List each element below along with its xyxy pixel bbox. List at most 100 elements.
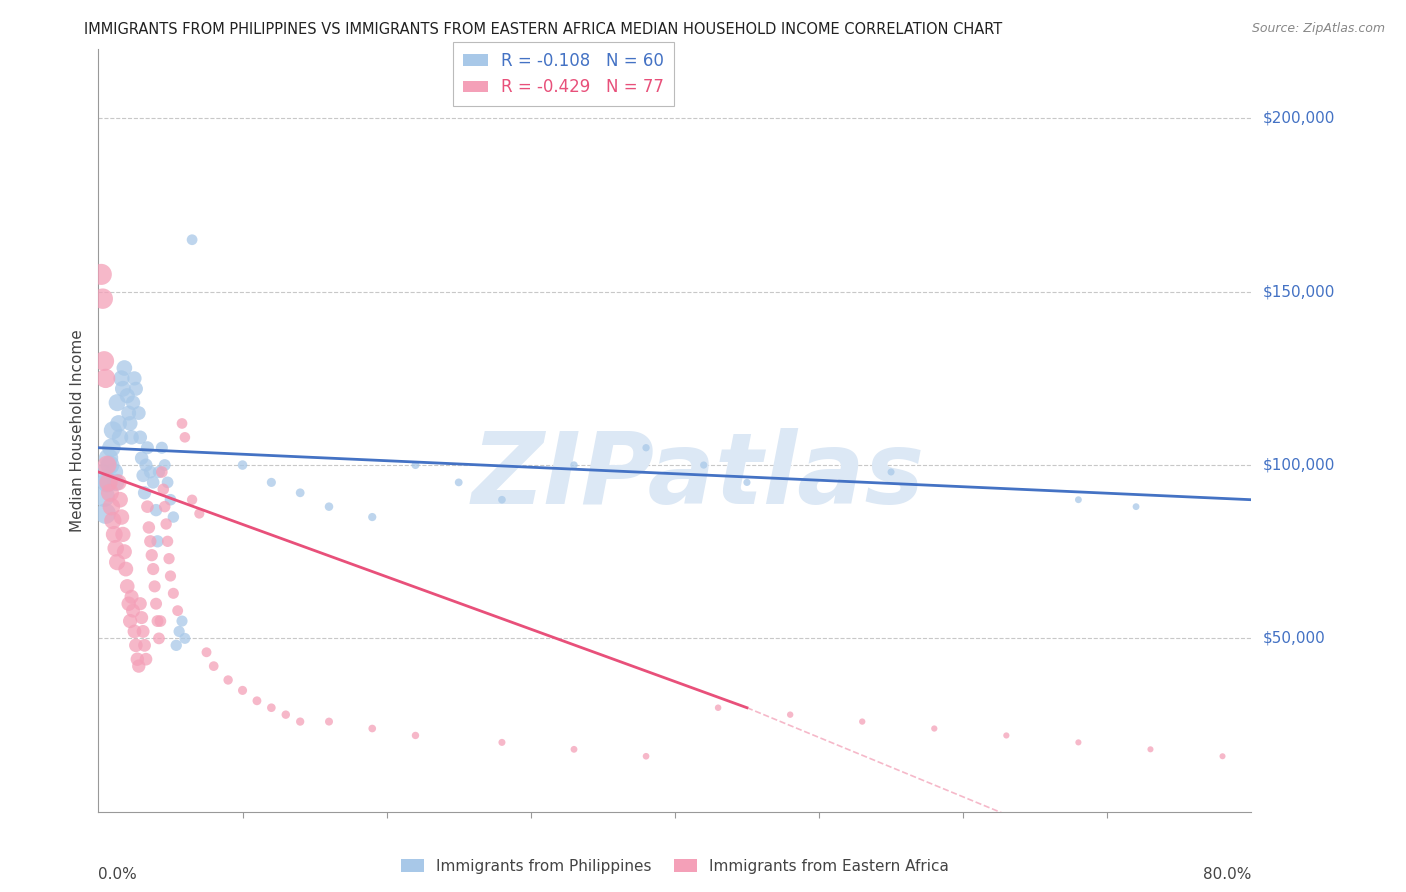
Point — [100, 441, 122, 455]
Point — [94, 507, 117, 521]
Point — [96, 475, 118, 490]
Point — [290, 485, 312, 500]
Point — [114, 562, 136, 576]
Text: $100,000: $100,000 — [1263, 458, 1336, 473]
Point — [153, 458, 176, 472]
Point — [246, 694, 269, 708]
Point — [231, 458, 254, 472]
Point — [143, 579, 166, 593]
Point — [97, 451, 120, 466]
Point — [851, 714, 873, 729]
Point — [1067, 735, 1090, 749]
Point — [174, 632, 197, 646]
Point — [100, 500, 122, 514]
Point — [128, 659, 150, 673]
Point — [142, 562, 165, 576]
Point — [136, 441, 159, 455]
Point — [491, 735, 513, 749]
Point — [125, 382, 148, 396]
Text: Source: ZipAtlas.com: Source: ZipAtlas.com — [1251, 22, 1385, 36]
Point — [562, 742, 585, 756]
Point — [880, 465, 903, 479]
Point — [159, 492, 181, 507]
Point — [104, 475, 127, 490]
Point — [97, 475, 120, 490]
Point — [202, 659, 225, 673]
Point — [155, 516, 177, 531]
Point — [157, 551, 180, 566]
Point — [132, 468, 155, 483]
Point — [146, 534, 169, 549]
Point — [636, 441, 658, 455]
Point — [1067, 492, 1090, 507]
Point — [112, 361, 135, 376]
Point — [96, 458, 118, 472]
Point — [101, 514, 124, 528]
Point — [148, 632, 170, 646]
Text: $50,000: $50,000 — [1263, 631, 1326, 646]
Point — [156, 534, 179, 549]
Point — [174, 430, 197, 444]
Point — [181, 233, 204, 247]
Point — [167, 624, 190, 639]
Point — [101, 424, 124, 438]
Point — [636, 749, 658, 764]
Point — [110, 371, 132, 385]
Point — [120, 614, 142, 628]
Point — [128, 406, 150, 420]
Point — [120, 417, 142, 431]
Point — [150, 465, 173, 479]
Point — [103, 527, 125, 541]
Point — [117, 579, 138, 593]
Point — [121, 590, 143, 604]
Point — [122, 604, 145, 618]
Point — [142, 475, 165, 490]
Point — [260, 475, 283, 490]
Point — [447, 475, 470, 490]
Point — [124, 624, 146, 639]
Point — [129, 430, 152, 444]
Point — [693, 458, 716, 472]
Text: IMMIGRANTS FROM PHILIPPINES VS IMMIGRANTS FROM EASTERN AFRICA MEDIAN HOUSEHOLD I: IMMIGRANTS FROM PHILIPPINES VS IMMIGRANT… — [84, 22, 1002, 37]
Point — [1125, 500, 1147, 514]
Point — [274, 707, 297, 722]
Point — [111, 527, 134, 541]
Point — [111, 382, 134, 396]
Point — [153, 500, 176, 514]
Point — [145, 597, 167, 611]
Point — [138, 520, 160, 534]
Point — [562, 458, 585, 472]
Point — [107, 475, 129, 490]
Point — [103, 465, 125, 479]
Point — [318, 500, 340, 514]
Point — [162, 510, 184, 524]
Legend: Immigrants from Philippines, Immigrants from Eastern Africa: Immigrants from Philippines, Immigrants … — [395, 853, 955, 880]
Point — [90, 268, 112, 282]
Point — [98, 485, 121, 500]
Point — [361, 722, 384, 736]
Point — [148, 465, 170, 479]
Text: 80.0%: 80.0% — [1204, 867, 1251, 882]
Text: ZIPatlas: ZIPatlas — [471, 427, 925, 524]
Point — [94, 371, 117, 385]
Point — [707, 700, 730, 714]
Point — [150, 441, 173, 455]
Point — [105, 555, 128, 569]
Point — [405, 458, 427, 472]
Point — [139, 465, 162, 479]
Point — [139, 534, 162, 549]
Legend: R = -0.108   N = 60, R = -0.429   N = 77: R = -0.108 N = 60, R = -0.429 N = 77 — [453, 42, 673, 106]
Point — [91, 292, 114, 306]
Point — [118, 406, 141, 420]
Point — [491, 492, 513, 507]
Point — [165, 638, 187, 652]
Point — [152, 483, 174, 497]
Point — [135, 652, 157, 666]
Point — [361, 510, 384, 524]
Point — [121, 430, 143, 444]
Point — [195, 645, 218, 659]
Point — [290, 714, 312, 729]
Point — [108, 492, 131, 507]
Point — [108, 430, 131, 444]
Point — [112, 545, 135, 559]
